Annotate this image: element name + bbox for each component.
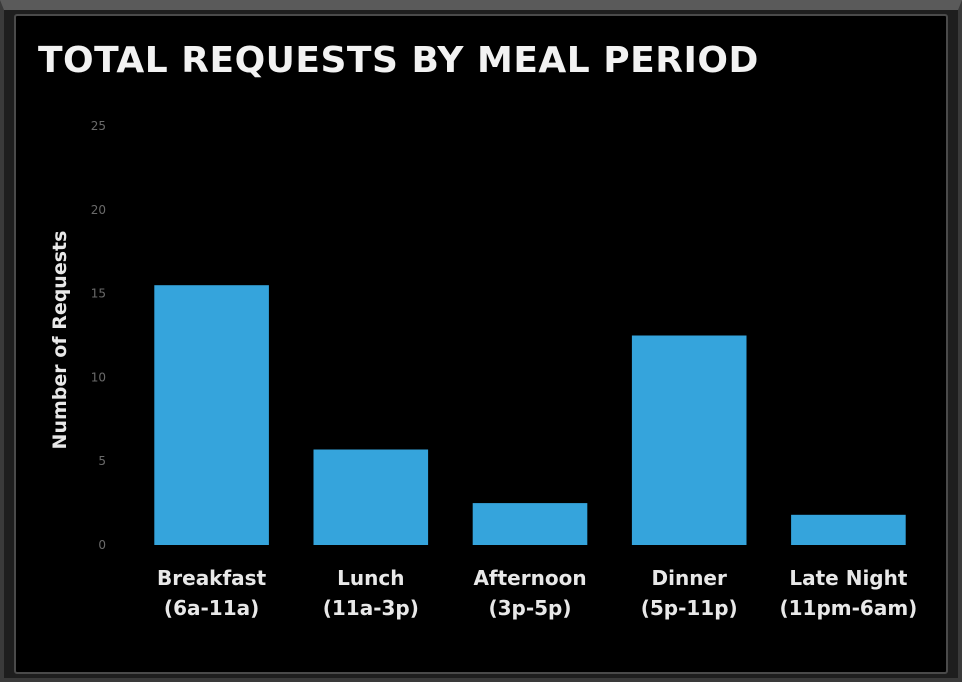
x-tick-label: (11a-3p): [323, 596, 419, 620]
y-axis-label: Number of Requests: [49, 231, 71, 450]
x-tick-label: Breakfast: [157, 566, 267, 590]
y-tick-label: 20: [91, 203, 106, 217]
x-tick-label: (11pm-6am): [779, 596, 917, 620]
x-tick-label: Lunch: [337, 566, 404, 590]
bar: [631, 335, 747, 545]
y-tick-label: 5: [98, 454, 106, 468]
bar: [154, 285, 269, 545]
bar: [791, 514, 906, 545]
x-tick-label: (3p-5p): [488, 596, 571, 620]
x-tick-label: Late Night: [789, 566, 907, 590]
bar: [313, 449, 429, 545]
bar: [472, 503, 588, 545]
y-tick-label: 25: [91, 119, 106, 133]
bars: [154, 285, 906, 545]
y-tick-label: 0: [98, 538, 106, 552]
x-tick-label: Afternoon: [473, 566, 586, 590]
x-tick-label: Dinner: [652, 566, 727, 590]
x-axis-ticks: Breakfast (6a-11a) Lunch (11a-3p) Afternoon (…: [157, 566, 917, 620]
x-tick-label: (5p-11p): [641, 596, 738, 620]
y-tick-label: 10: [91, 370, 106, 384]
y-axis-ticks: 0 5 10 15 20 25: [91, 119, 106, 552]
x-tick-label: (6a-11a): [164, 596, 259, 620]
chart-title: TOTAL REQUESTS BY MEAL PERIOD: [38, 40, 759, 81]
y-tick-label: 15: [91, 287, 106, 301]
